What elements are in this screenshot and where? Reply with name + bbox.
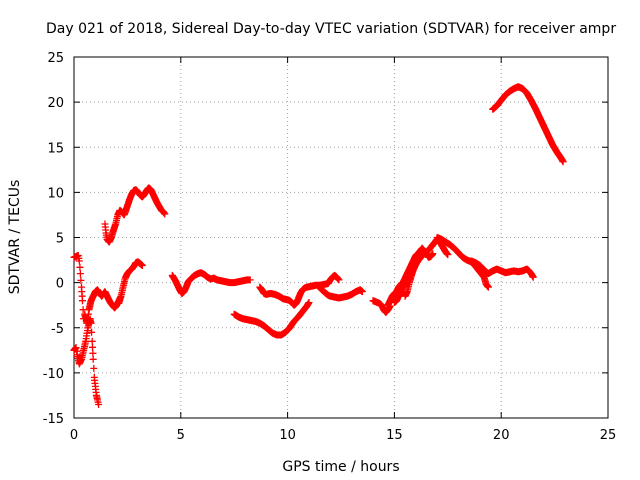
- y-tick-label: -15: [43, 412, 64, 427]
- data-point: [489, 83, 567, 166]
- y-tick-label: 5: [56, 232, 64, 247]
- series-segment-05: [101, 184, 169, 246]
- data-point: [70, 252, 88, 323]
- y-tick-label: -10: [43, 367, 64, 382]
- series-segment-16: [467, 257, 537, 281]
- data-point: [256, 271, 343, 309]
- chart-title: Day 021 of 2018, Sidereal Day-to-day VTE…: [46, 21, 616, 37]
- data-point: [70, 315, 103, 408]
- y-tick-label: 15: [47, 141, 64, 156]
- x-tick-label: 20: [493, 428, 510, 443]
- x-tick-label: 25: [600, 428, 617, 443]
- data-point: [401, 252, 426, 300]
- series-segment-08: [230, 299, 313, 339]
- tick-labels: 0 5 10 15 20 25 -15 -10 -5 0 5 10 15 20 25: [43, 51, 617, 443]
- x-tick-label: 0: [70, 428, 78, 443]
- data-point: [101, 184, 169, 246]
- grid: [74, 57, 608, 418]
- series-segment-15: [433, 234, 492, 291]
- data-point: [230, 299, 313, 339]
- x-tick-label: 15: [386, 428, 403, 443]
- series-segment-11: [369, 297, 394, 316]
- data-point: [168, 269, 254, 297]
- data-point: [467, 257, 537, 281]
- series-segment-07: [168, 269, 254, 297]
- series-segment-17: [489, 83, 567, 166]
- data-marks: [70, 83, 567, 408]
- y-tick-label: 25: [47, 51, 64, 66]
- series-segment-10: [316, 283, 366, 302]
- x-tick-label: 5: [177, 428, 185, 443]
- y-axis-label: SDTVAR / TECUs: [7, 180, 23, 295]
- data-point: [316, 283, 366, 302]
- series-segment-09: [256, 271, 343, 309]
- x-axis-label: GPS time / hours: [282, 459, 399, 475]
- series-segment-06: [115, 258, 146, 307]
- data-point: [369, 297, 394, 316]
- data-point: [433, 234, 492, 291]
- series-segment-01: [70, 252, 88, 323]
- x-tick-label: 10: [279, 428, 296, 443]
- y-tick-label: 0: [56, 277, 64, 292]
- y-tick-label: 10: [47, 186, 64, 201]
- y-tick-label: -5: [51, 322, 64, 337]
- series-segment-14: [401, 252, 426, 300]
- series-segment-02: [70, 315, 103, 408]
- data-point: [115, 258, 146, 307]
- y-tick-label: 20: [47, 96, 64, 111]
- plot-frame: [73, 56, 609, 419]
